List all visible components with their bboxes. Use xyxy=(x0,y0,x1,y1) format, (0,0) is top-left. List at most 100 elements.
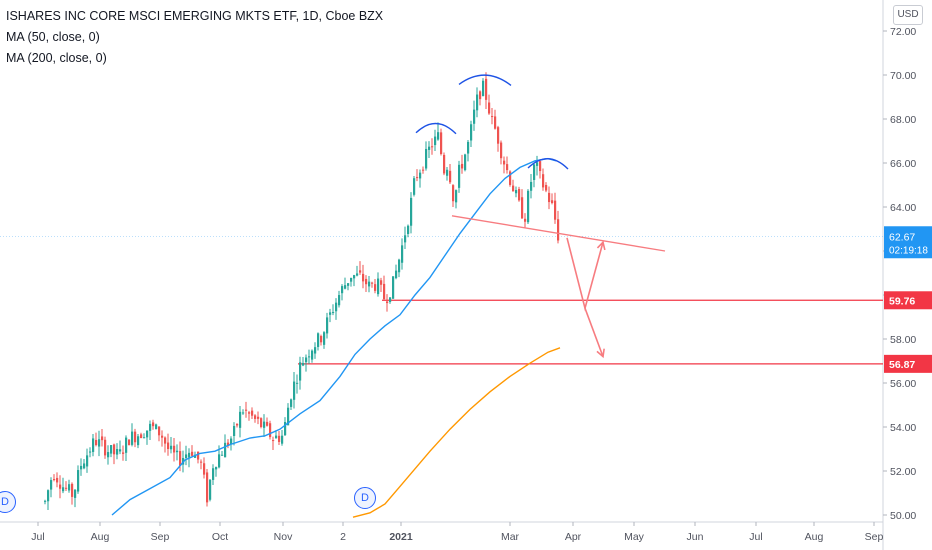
pattern-arc xyxy=(415,122,457,135)
candle-body xyxy=(65,487,68,489)
bar-countdown: 02:19:18 xyxy=(889,245,928,256)
candle-body xyxy=(206,472,209,503)
candle-body xyxy=(449,170,452,183)
candle-body xyxy=(548,192,551,203)
candle-body xyxy=(446,169,449,176)
candle-body xyxy=(476,94,479,111)
level-label: 59.76 xyxy=(889,295,915,307)
candle-body xyxy=(557,219,560,241)
candle-body xyxy=(392,276,395,299)
candle-body xyxy=(347,283,350,286)
candle-body xyxy=(479,91,482,100)
candle-body xyxy=(290,399,293,407)
candles xyxy=(44,72,560,510)
candle-body xyxy=(164,437,167,444)
candle-body xyxy=(455,190,458,203)
candle-body xyxy=(242,412,245,414)
candle-body xyxy=(332,312,335,314)
y-tick-label: 72.00 xyxy=(890,26,916,38)
candle-body xyxy=(170,445,173,450)
candle-body xyxy=(254,415,257,419)
candle-body xyxy=(368,281,371,287)
arrow-head xyxy=(596,348,605,359)
y-tick-label: 54.00 xyxy=(890,422,916,434)
candle-body xyxy=(335,302,338,312)
x-tick-label: 2 xyxy=(340,531,346,543)
candle-body xyxy=(161,435,164,438)
candle-body xyxy=(83,463,86,469)
candle-body xyxy=(245,409,248,411)
candle-body xyxy=(272,440,275,442)
candle-body xyxy=(503,160,506,165)
candle-body xyxy=(80,465,83,470)
candle-body xyxy=(167,442,170,450)
level-label: 56.87 xyxy=(889,359,915,371)
candle-body xyxy=(437,132,440,140)
candle-body xyxy=(302,363,305,366)
neckline-trendline xyxy=(451,215,666,252)
x-tick-label: Aug xyxy=(805,531,824,543)
candle-body xyxy=(104,439,107,456)
candle-body xyxy=(224,442,227,458)
candle-body xyxy=(533,164,536,180)
x-tick-label: Mar xyxy=(501,531,520,543)
candle-body xyxy=(413,178,416,195)
candle-body xyxy=(425,148,428,169)
candle-body xyxy=(326,317,329,334)
candle-body xyxy=(281,435,284,444)
candle-body xyxy=(374,284,377,291)
pattern-arc xyxy=(527,158,569,170)
candle-body xyxy=(311,350,314,360)
candle-body xyxy=(515,190,518,194)
candle-body xyxy=(464,154,467,171)
candle-body xyxy=(191,451,194,456)
candle-body xyxy=(485,78,488,100)
candle-body xyxy=(119,449,122,452)
candle-body xyxy=(344,285,347,289)
last-price-value: 62.67 xyxy=(889,231,915,243)
candle-body xyxy=(521,197,524,219)
candle-body xyxy=(314,347,317,354)
candle-body xyxy=(158,426,161,436)
currency-button[interactable]: USD xyxy=(893,5,923,25)
candle-body xyxy=(155,424,158,429)
candle-body xyxy=(71,483,74,497)
candle-body xyxy=(494,116,497,129)
candle-body xyxy=(497,127,500,144)
candle-body xyxy=(101,436,104,441)
candle-body xyxy=(299,362,302,381)
candle-body xyxy=(461,163,464,169)
dividend-marker[interactable]: D xyxy=(0,491,16,513)
y-tick-label: 52.00 xyxy=(890,466,916,478)
candle-body xyxy=(128,439,131,446)
candle-body xyxy=(395,270,398,279)
candle-body xyxy=(419,172,422,179)
candle-body xyxy=(134,431,137,443)
candle-body xyxy=(467,141,470,154)
candle-body xyxy=(482,80,485,96)
level-badge xyxy=(884,291,932,310)
candle-body xyxy=(131,431,134,445)
chart-title[interactable]: ISHARES INC CORE MSCI EMERGING MKTS ETF,… xyxy=(6,9,384,23)
candle-body xyxy=(146,430,149,438)
candle-body xyxy=(383,283,386,300)
candle-body xyxy=(56,477,59,483)
last-price-badge xyxy=(884,226,932,259)
chart-legend: ISHARES INC CORE MSCI EMERGING MKTS ETF,… xyxy=(6,6,383,69)
candle-body xyxy=(59,484,62,489)
candle-body xyxy=(248,412,251,414)
level-badge xyxy=(884,354,932,373)
ma50-legend[interactable]: MA (50, close, 0) xyxy=(6,30,100,44)
candle-body xyxy=(176,450,179,453)
candle-body xyxy=(362,273,365,282)
candle-body xyxy=(506,164,509,171)
candle-body xyxy=(227,442,230,446)
candle-body xyxy=(527,190,530,223)
ma200-line xyxy=(352,347,561,518)
candle-body xyxy=(233,425,236,437)
candle-body xyxy=(278,435,281,442)
ma200-legend[interactable]: MA (200, close, 0) xyxy=(6,51,107,65)
dividend-marker[interactable]: D xyxy=(354,487,376,509)
x-tick-label: Jun xyxy=(687,531,704,543)
